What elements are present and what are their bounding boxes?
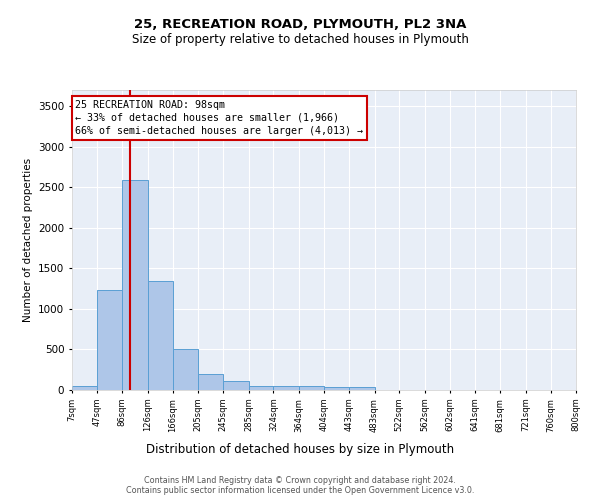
Text: Size of property relative to detached houses in Plymouth: Size of property relative to detached ho…	[131, 32, 469, 46]
Text: Contains HM Land Registry data © Crown copyright and database right 2024.
Contai: Contains HM Land Registry data © Crown c…	[126, 476, 474, 495]
Bar	[198, 374, 223, 390]
Bar	[299, 386, 325, 390]
Bar	[248, 386, 274, 390]
Text: Distribution of detached houses by size in Plymouth: Distribution of detached houses by size …	[146, 442, 454, 456]
Y-axis label: Number of detached properties: Number of detached properties	[23, 158, 32, 322]
Text: 25, RECREATION ROAD, PLYMOUTH, PL2 3NA: 25, RECREATION ROAD, PLYMOUTH, PL2 3NA	[134, 18, 466, 30]
Bar	[122, 180, 148, 390]
Bar	[148, 282, 173, 390]
Bar	[173, 350, 198, 390]
Bar	[325, 387, 349, 390]
Text: 25 RECREATION ROAD: 98sqm
← 33% of detached houses are smaller (1,966)
66% of se: 25 RECREATION ROAD: 98sqm ← 33% of detac…	[75, 100, 363, 136]
Bar	[349, 387, 374, 390]
Bar	[274, 386, 299, 390]
Bar	[223, 382, 248, 390]
Bar	[97, 290, 122, 390]
Bar	[72, 386, 97, 390]
